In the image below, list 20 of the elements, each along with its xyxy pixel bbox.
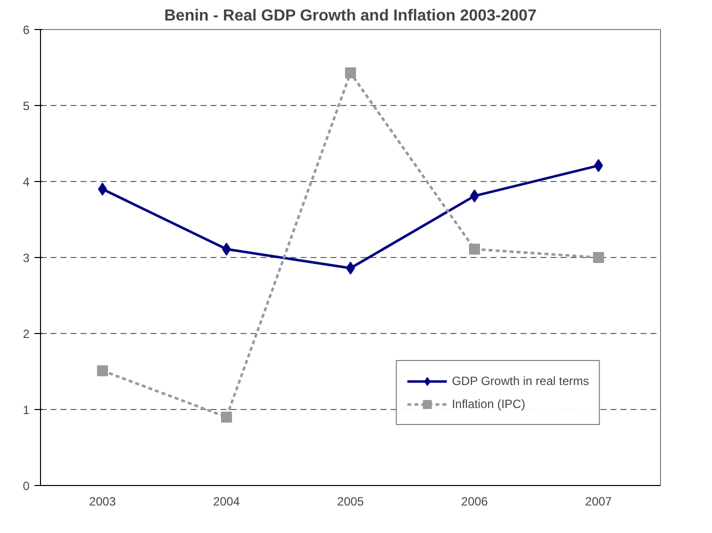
- point: [469, 244, 480, 255]
- y-tick-label: 2: [22, 327, 30, 341]
- legend-label: Inflation (IPC): [452, 397, 526, 411]
- legend-label: GDP Growth in real terms: [452, 374, 589, 388]
- point: [97, 365, 108, 376]
- x-tick-label: 2004: [213, 494, 240, 508]
- y-tick-label: 1: [22, 403, 30, 417]
- y-tick-label: 6: [22, 23, 30, 37]
- point: [593, 252, 604, 263]
- y-tick-label: 0: [22, 479, 30, 493]
- x-tick-label: 2006: [461, 494, 488, 508]
- x-tick-label: 2007: [585, 494, 612, 508]
- x-tick-label: 2005: [337, 494, 364, 508]
- y-tick-label: 4: [22, 175, 30, 189]
- point: [345, 67, 356, 78]
- chart-title: Benin - Real GDP Growth and Inflation 2003-2007: [164, 8, 537, 24]
- y-tick-label: 3: [22, 251, 30, 265]
- x-tick-label: 2003: [89, 494, 116, 508]
- y-tick-label: 5: [22, 99, 30, 113]
- point: [221, 412, 232, 423]
